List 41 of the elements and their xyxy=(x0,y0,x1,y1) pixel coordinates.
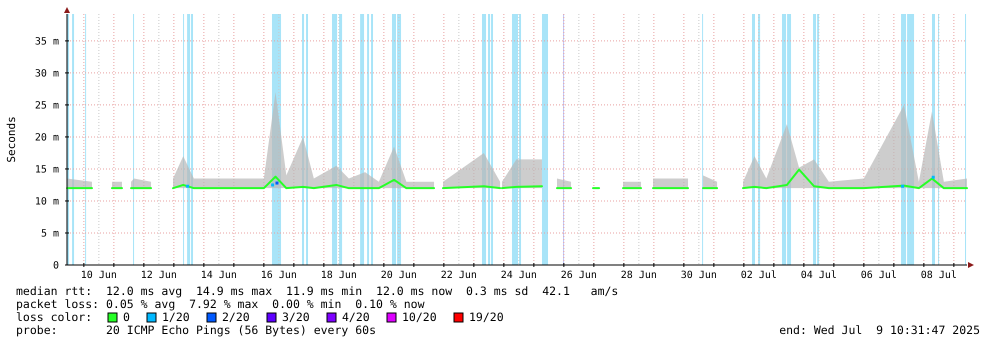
x-tick-label: 10 Jun xyxy=(80,270,117,281)
legend-label: 19/20 xyxy=(469,310,504,324)
text: packet loss: 0.05 % avg 7.92 % max 0.00 % min 0.10 % now xyxy=(16,297,425,311)
point xyxy=(275,182,278,185)
y-tick-label: 5 m xyxy=(40,228,59,240)
x-tick-label: 16 Jun xyxy=(260,270,297,281)
text: median rtt: 12.0 ms avg 14.9 ms max 11.9 ms min 12.0 ms now 0.3 ms sd 42.1 am/s xyxy=(16,284,618,298)
x-tick-label: 22 Jun xyxy=(440,270,477,281)
legend-label: 4/20 xyxy=(342,310,370,324)
y-tick-label: 35 m xyxy=(34,36,59,48)
legend-label: 0 xyxy=(123,310,130,324)
y-tick-label: 15 m xyxy=(34,164,59,176)
x-tick-label: 06 Jul xyxy=(860,270,897,281)
y-tick-label: 0 xyxy=(52,260,59,272)
x-tick-label: 04 Jul xyxy=(800,270,837,281)
y-tick-label: 10 m xyxy=(34,196,59,208)
x-tick-label: 14 Jun xyxy=(200,270,237,281)
point xyxy=(271,183,274,186)
x-tick-label: 12 Jun xyxy=(140,270,177,281)
x-tick-label: 08 Jul xyxy=(920,270,957,281)
y-tick-label: 30 m xyxy=(34,68,59,80)
point xyxy=(186,184,190,188)
y-axis-title: Seconds xyxy=(5,116,18,163)
legend-title: loss color: xyxy=(16,310,92,324)
text: probe: 20 ICMP Echo Pings (56 Bytes) every 60s xyxy=(16,323,376,337)
point xyxy=(932,176,935,179)
x-tick-label: 02 Jul xyxy=(740,270,777,281)
x-tick-label: 28 Jun xyxy=(620,270,657,281)
text: end: Wed Jul 9 10:31:47 2025 xyxy=(779,323,980,337)
legend-label: 10/20 xyxy=(402,310,437,324)
legend-label: 1/20 xyxy=(162,310,190,324)
x-tick-label: 30 Jun xyxy=(680,270,717,281)
legend-label: 2/20 xyxy=(222,310,250,324)
legend-label: 3/20 xyxy=(282,310,310,324)
x-tick-label: 26 Jun xyxy=(560,270,597,281)
y-tick-label: 25 m xyxy=(34,100,59,112)
x-tick-label: 18 Jun xyxy=(320,270,357,281)
y-tick-label: 20 m xyxy=(34,132,59,144)
x-tick-label: 24 Jun xyxy=(500,270,537,281)
x-tick-label: 20 Jun xyxy=(380,270,417,281)
point xyxy=(901,184,904,188)
